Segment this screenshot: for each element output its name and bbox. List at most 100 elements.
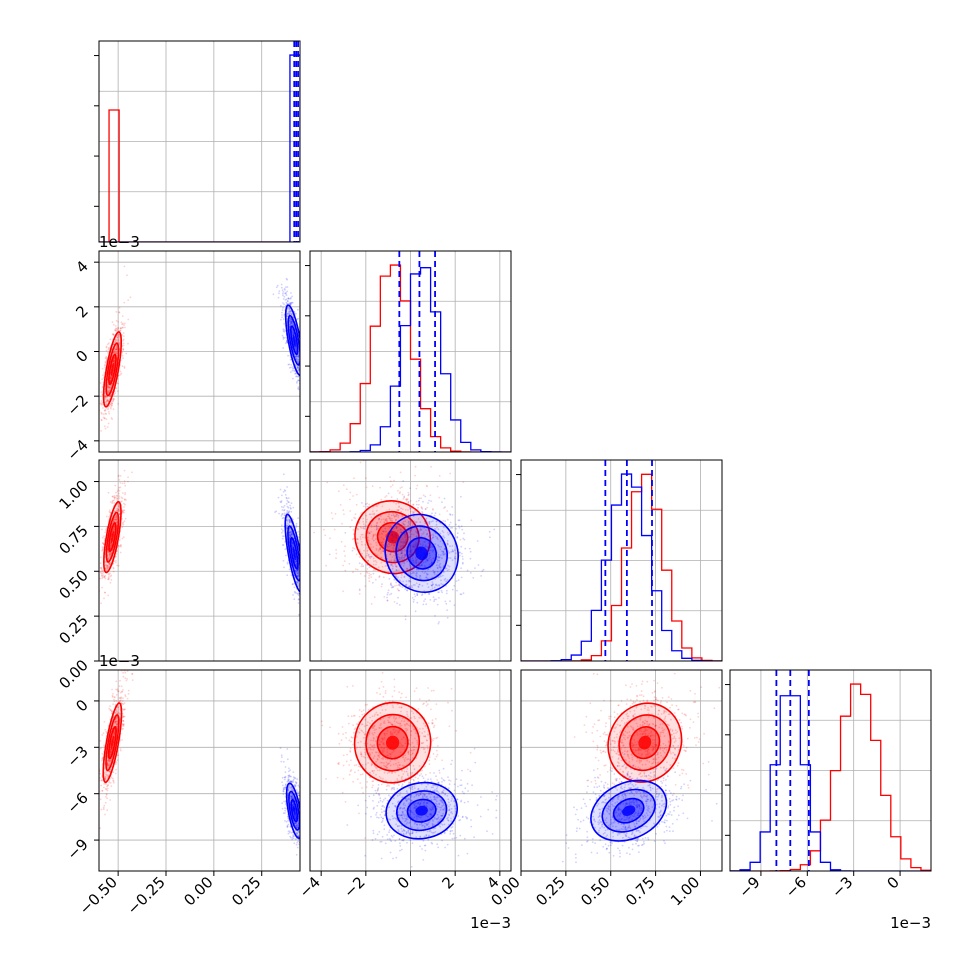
sample-point: [366, 487, 368, 489]
sample-point: [108, 413, 110, 415]
sample-point: [111, 403, 113, 405]
sample-point: [120, 748, 122, 750]
sample-point: [115, 387, 117, 389]
sample-point: [110, 576, 112, 578]
sample-point: [122, 720, 124, 722]
sample-point: [121, 538, 123, 540]
sample-point: [367, 506, 369, 508]
sample-point: [302, 589, 304, 591]
sample-point: [404, 588, 406, 590]
sample-point: [435, 512, 437, 514]
sample-point: [302, 584, 304, 586]
sample-point: [302, 580, 304, 582]
sample-point: [115, 560, 117, 562]
sample-point: [305, 570, 307, 572]
sample-point: [122, 700, 124, 702]
sample-point: [120, 327, 122, 329]
sample-point: [359, 593, 361, 595]
sample-point: [394, 601, 396, 603]
sample-point: [302, 548, 304, 550]
sample-point: [303, 591, 305, 593]
sample-point: [350, 526, 352, 528]
sample-point: [304, 381, 306, 383]
sample-point: [446, 593, 448, 595]
sample-point: [433, 600, 435, 602]
sample-point: [281, 314, 283, 316]
sample-point: [282, 509, 284, 511]
sample-point: [298, 595, 300, 597]
sample-point: [120, 692, 122, 694]
sample-point: [368, 580, 370, 582]
sample-point: [282, 309, 284, 311]
sample-point: [394, 585, 396, 587]
sample-point: [300, 349, 302, 351]
sample-point: [441, 590, 443, 592]
sample-point: [346, 488, 348, 490]
sample-point: [363, 506, 365, 508]
sample-point: [371, 603, 373, 605]
sample-point: [119, 479, 121, 481]
sample-point: [352, 547, 354, 549]
sample-point: [292, 594, 294, 596]
sample-point: [119, 685, 121, 687]
sample-point: [341, 523, 343, 525]
sample-point: [382, 559, 384, 561]
sample-point: [302, 567, 304, 569]
sample-point: [284, 329, 286, 331]
sample-point: [343, 484, 345, 486]
sample-point: [434, 615, 436, 617]
sample-point: [444, 498, 446, 500]
sample-point: [470, 558, 472, 560]
sample-point: [281, 284, 283, 286]
sample-point: [416, 504, 418, 506]
sample-point: [101, 391, 103, 393]
sample-point: [301, 590, 303, 592]
sample-point: [391, 496, 393, 498]
sample-point: [303, 579, 305, 581]
sample-point: [282, 307, 284, 309]
sample-point: [103, 807, 105, 809]
sample-point: [302, 334, 304, 336]
sample-point: [343, 550, 345, 552]
sample-point: [106, 418, 108, 420]
sample-point: [302, 392, 304, 394]
sample-point: [276, 286, 278, 288]
sample-point: [452, 514, 454, 516]
sample-point: [118, 311, 120, 313]
sample-point: [101, 734, 103, 736]
sample-point: [437, 486, 439, 488]
sample-point: [456, 590, 458, 592]
sample-point: [344, 532, 346, 534]
sample-point: [427, 502, 429, 504]
sample-point: [298, 593, 300, 595]
sample-point: [301, 589, 303, 591]
sample-point: [304, 574, 306, 576]
sample-point: [307, 578, 309, 580]
sample-point: [302, 596, 304, 598]
sample-point: [461, 525, 463, 527]
sample-point: [109, 705, 111, 707]
sample-point: [305, 389, 307, 391]
sample-point: [373, 540, 375, 542]
sample-point: [305, 606, 307, 608]
sample-point: [306, 617, 308, 619]
sample-point: [122, 349, 124, 351]
sample-point: [413, 599, 415, 601]
sample-point: [101, 790, 103, 792]
sample-point: [397, 490, 399, 492]
sample-point: [462, 481, 464, 483]
sample-point: [306, 555, 308, 557]
sample-point: [277, 285, 279, 287]
sample-point: [461, 577, 463, 579]
sample-point: [124, 520, 126, 522]
sample-point: [287, 501, 289, 503]
sample-point: [311, 625, 313, 627]
sample-point: [463, 592, 465, 594]
sample-point: [284, 505, 286, 507]
sample-point: [123, 335, 125, 337]
sample-point: [433, 596, 435, 598]
panel-frame-2-0: [99, 460, 300, 661]
sample-point: [122, 492, 124, 494]
sample-point: [107, 409, 109, 411]
sample-point: [290, 298, 292, 300]
